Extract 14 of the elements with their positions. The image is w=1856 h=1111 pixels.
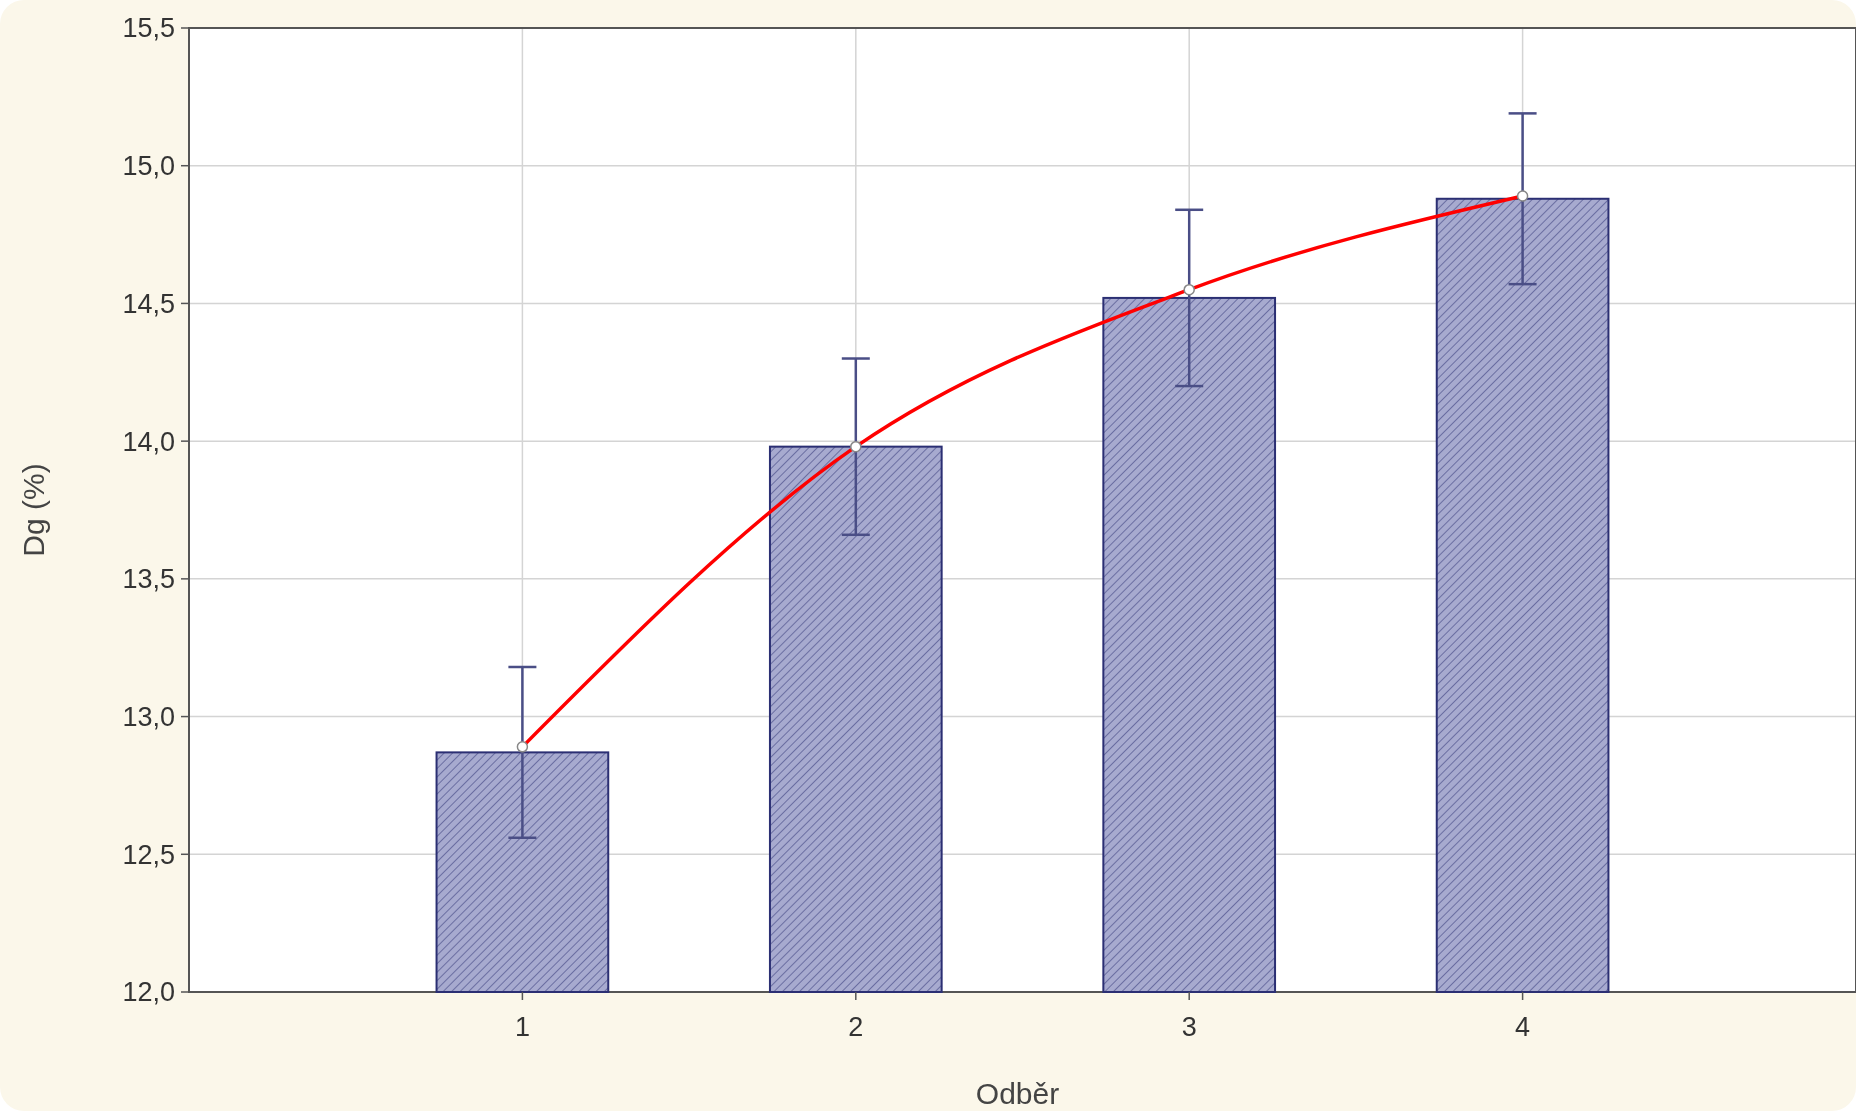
y-tick-label: 13,5	[122, 564, 175, 595]
y-tick-label: 15,0	[122, 151, 175, 182]
y-tick-label: 12,0	[122, 977, 175, 1008]
y-tick-label: 14,5	[122, 288, 175, 319]
y-tick-label: 13,0	[122, 702, 175, 733]
x-tick-label: 3	[1181, 1012, 1197, 1042]
y-tick-label: 14,0	[122, 426, 175, 457]
y-tick-label: 12,5	[122, 839, 175, 870]
y-tick-label: 15,5	[122, 13, 175, 44]
x-tick-label: 4	[1515, 1012, 1531, 1042]
x-axis-title: Odběr	[975, 1077, 1060, 1110]
y-axis-title: Dg (%)	[17, 463, 50, 557]
x-tick-label: 1	[514, 1012, 530, 1042]
x-tick-label: 2	[848, 1012, 864, 1042]
